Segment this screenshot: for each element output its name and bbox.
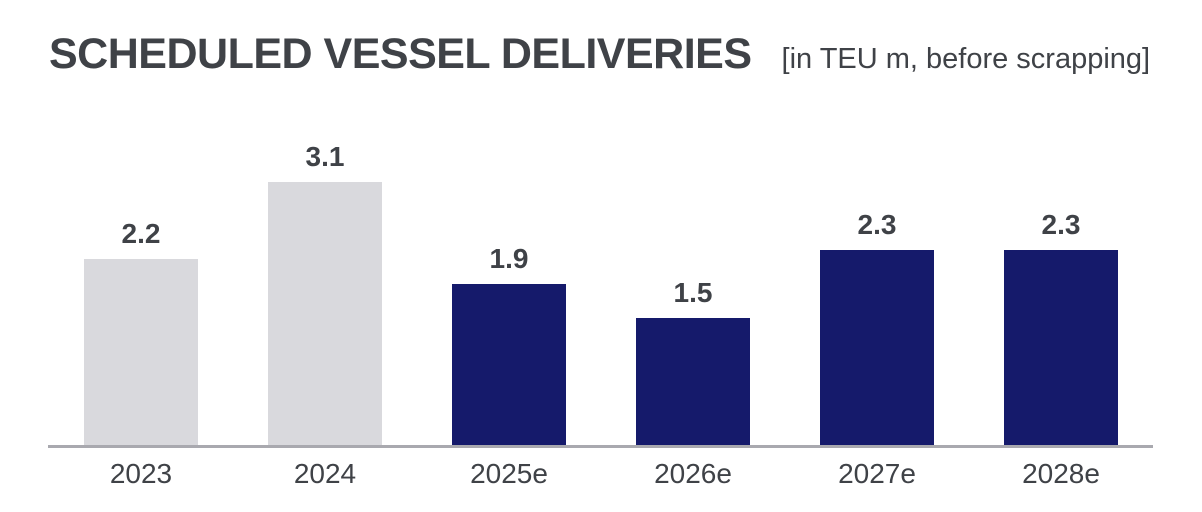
bar-value-label: 2.3 — [1041, 209, 1081, 240]
x-axis-labels: 2023 2024 2025e 2026e 2027e 2028e — [84, 456, 1118, 488]
bar-2024 — [268, 182, 382, 446]
x-axis-tick-label: 2024 — [293, 458, 357, 489]
x-axis-tick-label: 2026e — [654, 458, 732, 489]
bar-value-label: 2.3 — [857, 209, 897, 240]
bar-2028e — [1004, 250, 1118, 446]
bars-row: 2.2 3.1 1.9 1.5 2.3 2.3 — [84, 0, 1118, 446]
bar-group-2023: 2.2 — [84, 220, 198, 446]
bar-group-2028e: 2.3 — [1004, 211, 1118, 446]
bar-2026e — [636, 318, 750, 446]
bar-value-label: 2.2 — [121, 218, 161, 249]
chart-header: SCHEDULED VESSEL DELIVERIES [in TEU m, b… — [49, 33, 1150, 76]
bar-group-2024: 3.1 — [268, 143, 382, 446]
chart-subtitle: [in TEU m, before scrapping] — [781, 43, 1151, 75]
x-axis-tick-label: 2025e — [470, 458, 548, 489]
chart-title: SCHEDULED VESSEL DELIVERIES — [49, 30, 752, 78]
x-axis-line — [48, 445, 1153, 448]
bar-value-label: 1.5 — [673, 277, 713, 308]
bar-group-2025e: 1.9 — [452, 245, 566, 446]
x-axis-tick-label: 2023 — [109, 458, 173, 489]
bar-value-label: 1.9 — [489, 243, 529, 274]
bar-group-2027e: 2.3 — [820, 211, 934, 446]
bar-value-label: 3.1 — [305, 141, 345, 172]
bar-2025e — [452, 284, 566, 446]
x-axis-tick-label: 2027e — [838, 458, 916, 489]
bar-2023 — [84, 259, 198, 446]
x-axis-tick-label: 2028e — [1022, 458, 1100, 489]
bar-2027e — [820, 250, 934, 446]
bar-group-2026e: 1.5 — [636, 279, 750, 446]
